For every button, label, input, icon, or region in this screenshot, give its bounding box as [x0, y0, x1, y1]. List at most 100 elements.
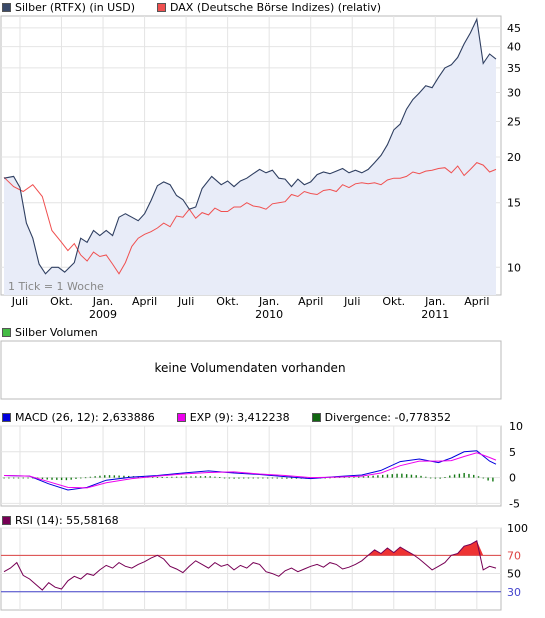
divergence-bar	[425, 476, 427, 478]
xtick-month-0: Juli	[11, 295, 28, 308]
price-ytick-3: 25	[507, 115, 521, 128]
rsi-legend: RSI (14): 55,58168	[2, 513, 119, 527]
legend-swatch-macd	[2, 412, 11, 422]
divergence-bar	[56, 477, 58, 480]
divergence-bar	[367, 476, 370, 478]
divergence-bar	[89, 476, 92, 478]
rsi-ytick-2: 70	[507, 549, 521, 562]
divergence-bar	[156, 477, 159, 478]
divergence-bar	[41, 477, 44, 479]
divergence-bar	[75, 477, 77, 479]
divergence-bar	[199, 476, 202, 478]
volume-legend-label: Silber Volumen	[15, 325, 98, 339]
xtick-month-6: Jan.	[258, 295, 279, 308]
divergence-bar	[295, 477, 298, 479]
xtick-month-4: Juli	[177, 295, 194, 308]
xtick-month-3: April	[132, 295, 157, 308]
divergence-bar	[8, 477, 10, 479]
divergence-bar	[108, 475, 111, 478]
divergence-bar	[482, 477, 485, 479]
divergence-bar	[281, 477, 283, 479]
divergence-bar	[348, 476, 350, 478]
divergence-bar	[290, 477, 293, 479]
macd-ytick-3: 10	[509, 420, 523, 433]
divergence-bar	[118, 475, 120, 478]
series-rsi-line	[3, 540, 497, 591]
divergence-bar	[381, 474, 384, 478]
divergence-bar	[223, 477, 226, 479]
legend-dax: DAX (Deutsche Börse Indizes) (relativ)	[156, 0, 382, 14]
legend-swatch-dax	[156, 2, 166, 12]
divergence-bar	[262, 477, 264, 479]
price-ytick-0: 10	[507, 261, 521, 274]
divergence-bar	[166, 476, 168, 478]
legend-macd-label: MACD (26, 12): 2,633886	[15, 410, 155, 424]
volume-empty-message: keine Volumendaten vorhanden	[154, 361, 346, 375]
legend-dax-label: DAX (Deutsche Börse Indizes) (relativ)	[169, 0, 382, 14]
divergence-bar	[104, 475, 106, 478]
legend-swatch-rsi	[2, 515, 11, 525]
divergence-bar	[444, 477, 446, 478]
volume-legend: Silber Volumen	[2, 325, 98, 339]
divergence-bar	[276, 477, 278, 479]
xtick-month-7: April	[298, 295, 323, 308]
xtick-month-9: Okt.	[382, 295, 405, 308]
divergence-bar	[420, 475, 422, 478]
divergence-bar	[3, 477, 5, 479]
price-ytick-5: 35	[507, 62, 521, 75]
price-ytick-2: 20	[507, 151, 521, 164]
legend-swatch-exp	[176, 412, 186, 422]
xtick-year-2: 2011	[421, 308, 449, 321]
divergence-bar	[219, 477, 221, 478]
legend-macd: MACD (26, 12): 2,633886	[2, 411, 155, 424]
divergence-bar	[487, 477, 489, 481]
divergence-bar	[362, 476, 365, 478]
divergence-bar	[286, 477, 288, 479]
divergence-bar	[99, 475, 101, 478]
divergence-bar	[233, 477, 235, 479]
divergence-bar	[190, 476, 192, 478]
divergence-bar	[238, 477, 240, 479]
xtick-year-1: 2010	[255, 308, 283, 321]
macd-ytick-2: 5	[509, 446, 516, 459]
divergence-bar	[468, 473, 470, 478]
price-ytick-7: 45	[507, 22, 521, 35]
divergence-bar	[204, 476, 207, 478]
divergence-bar	[396, 473, 398, 478]
rsi-legend-label: RSI (14): 55,58168	[15, 513, 119, 527]
legend-silber-label: Silber (RTFX) (in USD)	[15, 0, 135, 14]
divergence-bar	[27, 477, 29, 479]
legend-divergence-label: Divergence: -0,778352	[324, 410, 451, 424]
divergence-bar	[60, 477, 63, 481]
divergence-bar	[329, 477, 331, 479]
divergence-bar	[271, 477, 274, 479]
macd-plot-frame	[0, 425, 502, 507]
divergence-bar	[161, 477, 163, 478]
price-ytick-1: 15	[507, 197, 521, 210]
legend-silber: Silber (RTFX) (in USD)	[2, 1, 135, 14]
divergence-bar	[123, 475, 125, 478]
divergence-bar	[458, 473, 461, 478]
rsi-plot-frame	[0, 527, 502, 611]
legend-exp: EXP (9): 3,412238	[176, 411, 290, 424]
divergence-bar	[492, 477, 494, 482]
divergence-bar	[405, 474, 408, 478]
divergence-bar	[214, 476, 216, 478]
divergence-bar	[252, 477, 254, 479]
divergence-bar	[343, 476, 346, 478]
divergence-bar	[358, 476, 360, 478]
divergence-bar	[449, 475, 451, 478]
divergence-bar	[46, 477, 48, 480]
xtick-month-1: Okt.	[50, 295, 73, 308]
rsi-ytick-1: 50	[507, 568, 521, 581]
divergence-bar	[401, 473, 403, 478]
divergence-bar	[185, 476, 187, 478]
divergence-bar	[266, 477, 269, 479]
series-exp-line	[3, 452, 497, 489]
price-ytick-6: 40	[507, 41, 521, 54]
tick-note: 1 Tick = 1 Woche	[8, 280, 104, 293]
divergence-bar	[453, 474, 456, 478]
divergence-bar	[127, 475, 130, 478]
divergence-bar	[429, 477, 432, 479]
